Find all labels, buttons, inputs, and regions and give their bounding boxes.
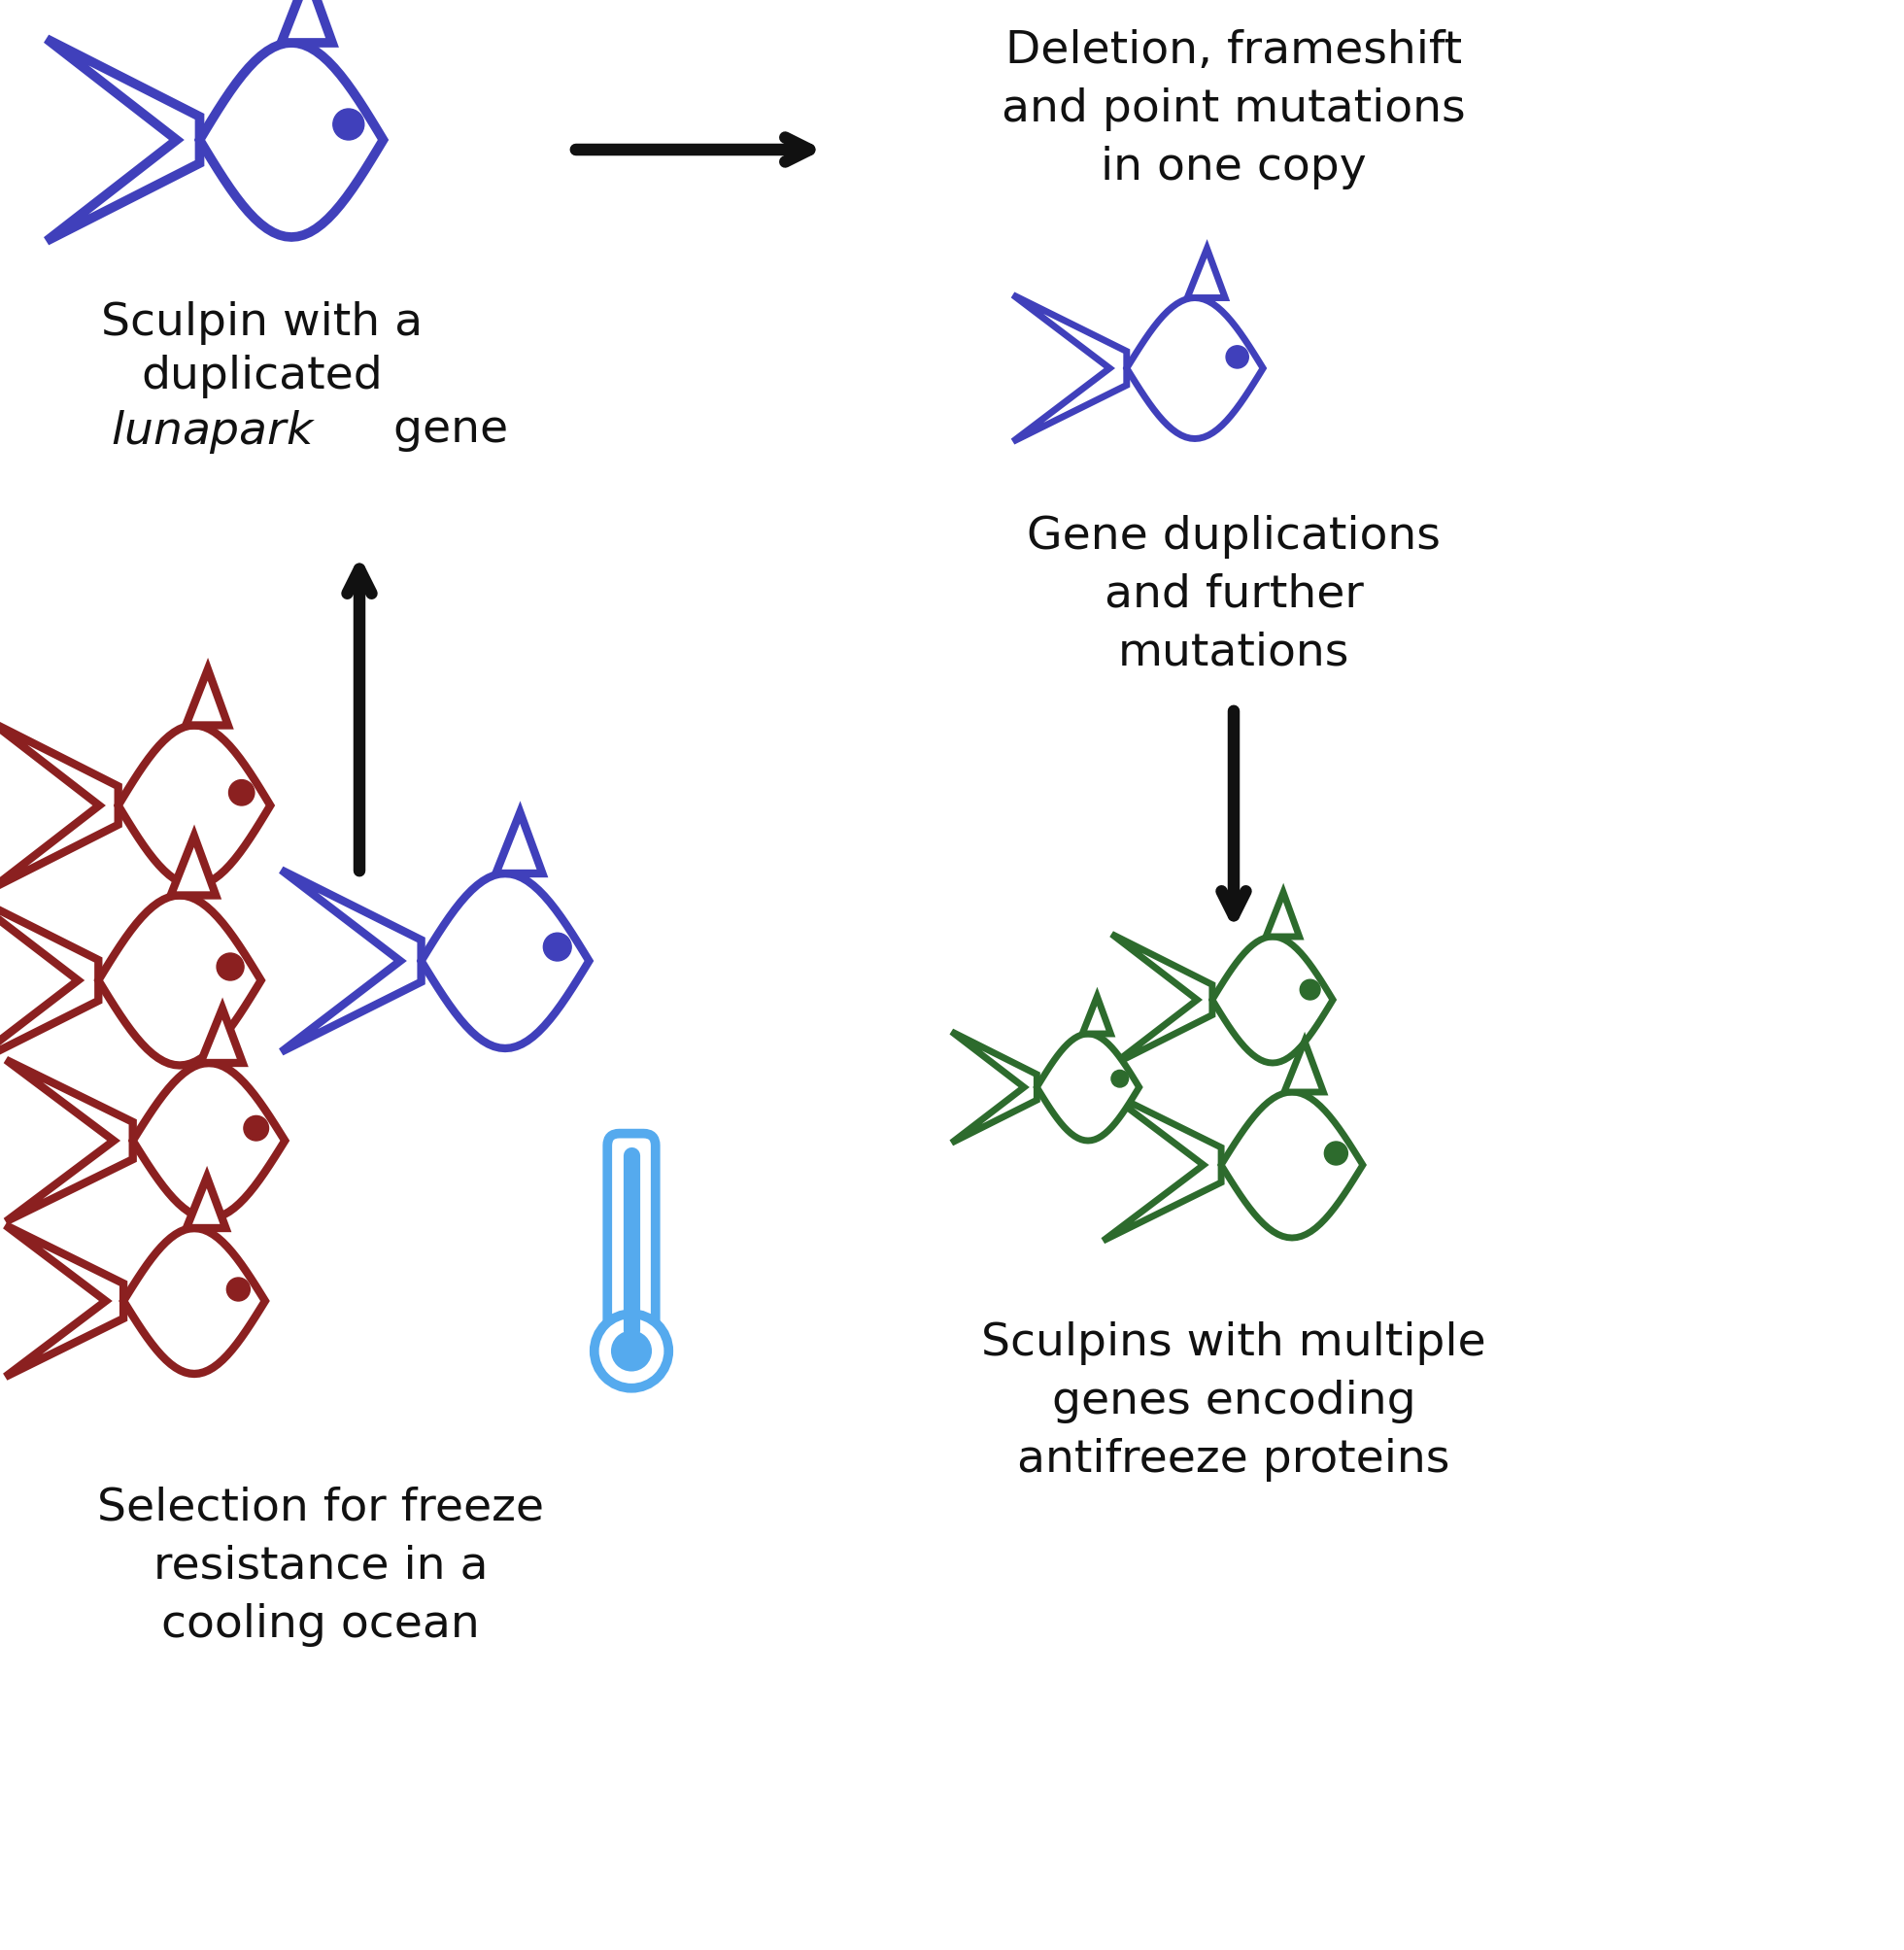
Text: $\mathit{lunapark}$: $\mathit{lunapark}$ [110, 408, 316, 456]
Text: Sculpins with multiple: Sculpins with multiple [981, 1320, 1487, 1365]
Polygon shape [1038, 1034, 1139, 1141]
Polygon shape [1266, 893, 1299, 938]
Circle shape [1226, 347, 1249, 369]
Circle shape [594, 1314, 668, 1388]
Circle shape [1325, 1143, 1348, 1166]
Polygon shape [421, 874, 588, 1049]
Text: duplicated: duplicated [141, 355, 383, 398]
Circle shape [228, 780, 255, 805]
Polygon shape [118, 725, 270, 885]
Polygon shape [187, 671, 228, 725]
Circle shape [1300, 981, 1319, 1000]
Text: and point mutations: and point mutations [1002, 88, 1466, 131]
Circle shape [227, 1277, 249, 1301]
Text: genes encoding: genes encoding [1051, 1379, 1417, 1423]
Text: cooling ocean: cooling ocean [162, 1603, 480, 1646]
FancyBboxPatch shape [607, 1133, 655, 1351]
Polygon shape [6, 1061, 133, 1223]
Polygon shape [1220, 1092, 1363, 1238]
Polygon shape [1102, 1090, 1220, 1240]
Polygon shape [171, 837, 215, 895]
Text: Gene duplications: Gene duplications [1026, 515, 1441, 558]
Polygon shape [282, 0, 331, 43]
Polygon shape [1013, 296, 1127, 443]
Polygon shape [952, 1032, 1038, 1143]
Polygon shape [1213, 938, 1333, 1063]
Text: mutations: mutations [1118, 632, 1350, 675]
Polygon shape [46, 39, 200, 242]
Polygon shape [99, 895, 261, 1067]
Text: Selection for freeze: Selection for freeze [97, 1486, 545, 1529]
Circle shape [244, 1115, 268, 1141]
Polygon shape [0, 893, 99, 1069]
Circle shape [217, 954, 244, 981]
Polygon shape [187, 1178, 227, 1228]
Text: antifreeze proteins: antifreeze proteins [1017, 1437, 1451, 1480]
Text: Sculpin with a: Sculpin with a [101, 300, 423, 345]
Text: resistance in a: resistance in a [152, 1544, 487, 1587]
Polygon shape [1283, 1041, 1323, 1092]
Polygon shape [0, 723, 118, 889]
Polygon shape [124, 1228, 265, 1375]
Circle shape [333, 109, 364, 140]
Polygon shape [1127, 298, 1262, 439]
Polygon shape [1188, 250, 1224, 298]
Polygon shape [200, 1008, 242, 1063]
Circle shape [611, 1330, 651, 1371]
Text: Deletion, frameshift: Deletion, frameshift [1005, 29, 1462, 72]
Circle shape [1112, 1071, 1129, 1088]
Text: gene: gene [379, 408, 508, 452]
Polygon shape [282, 870, 421, 1053]
Polygon shape [133, 1063, 286, 1219]
Circle shape [543, 934, 571, 961]
Polygon shape [200, 43, 383, 238]
Polygon shape [1081, 996, 1110, 1034]
Text: in one copy: in one copy [1101, 146, 1367, 189]
Polygon shape [1112, 934, 1213, 1067]
Polygon shape [6, 1225, 124, 1377]
Polygon shape [495, 813, 543, 874]
Text: and further: and further [1104, 573, 1363, 616]
